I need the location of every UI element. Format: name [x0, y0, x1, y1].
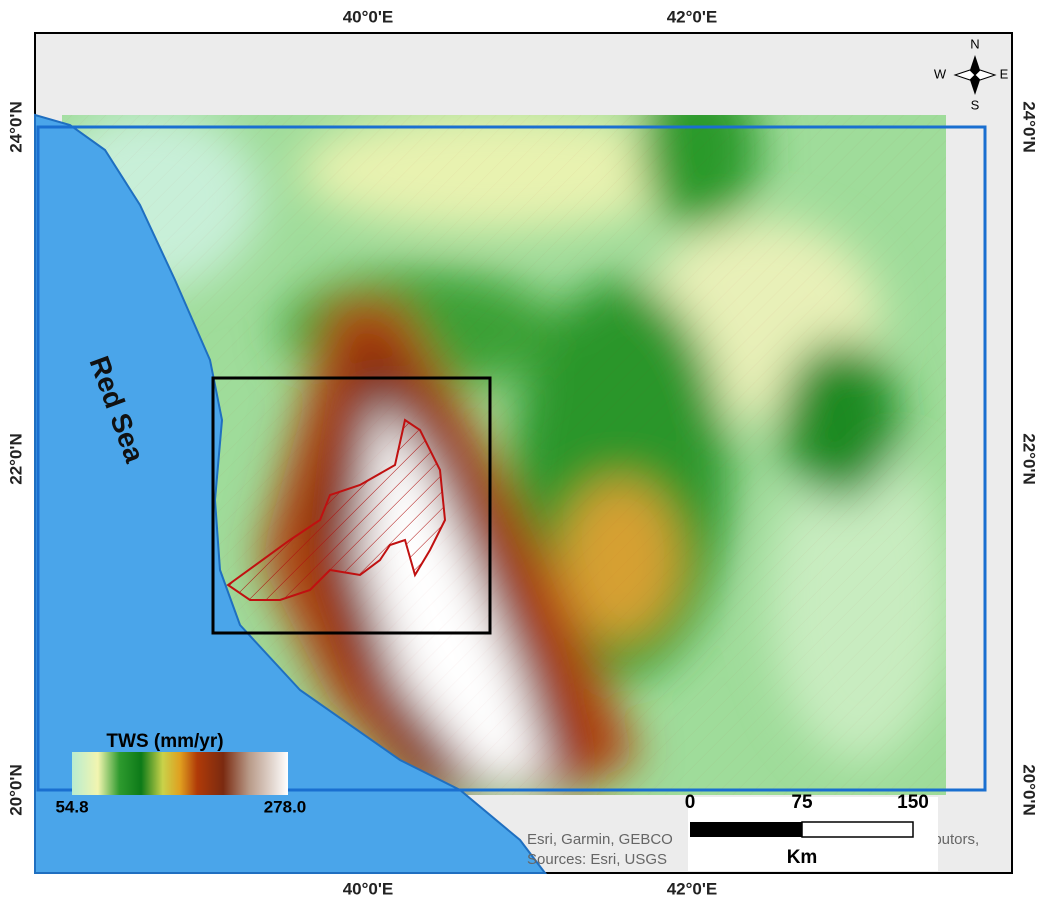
lon-label: 40°0'E: [343, 7, 394, 26]
legend-min: 54.8: [55, 797, 88, 816]
red-sea: [34, 113, 548, 874]
scale-tick: 150: [897, 792, 929, 813]
watershed: [226, 418, 447, 601]
compass-n: N: [970, 36, 979, 51]
lon-label: 42°0'E: [667, 7, 718, 26]
legend-title: TWS (mm/yr): [106, 731, 223, 752]
compass-s: S: [971, 97, 980, 112]
grace-extent: [36, 125, 987, 792]
lat-label: 24°0'N: [1020, 101, 1039, 152]
legend-max: 278.0: [264, 797, 307, 816]
compass-e: E: [1000, 66, 1009, 81]
graticule: 40°0'E 42°0'E 40°0'E 42°0'E 24°0'N 22°0'…: [6, 7, 1038, 898]
attribution-line: Sources: Esri, USGS: [527, 851, 667, 868]
attribution-line: ributors,: [925, 831, 979, 848]
lat-label: 24°0'N: [6, 101, 25, 152]
lat-label: 20°0'N: [6, 764, 25, 815]
lon-label: 40°0'E: [343, 879, 394, 898]
lat-label: 22°0'N: [1020, 433, 1039, 484]
attribution-line: Esri, Garmin, GEBCO: [527, 831, 673, 848]
legend-ramp: [72, 752, 288, 795]
compass: N E S W: [934, 36, 1009, 112]
study-area-box: [211, 376, 492, 635]
lon-label: 42°0'E: [667, 879, 718, 898]
scale-unit: Km: [787, 847, 818, 868]
scale-tick: 75: [791, 792, 813, 813]
scale-tick: 0: [685, 792, 696, 813]
attribution: Esri, Garmin, GEBCO ributors, Sources: E…: [527, 831, 979, 868]
compass-w: W: [934, 66, 947, 81]
scale-bar: 0 75 150 Km: [685, 792, 938, 871]
legend: TWS (mm/yr) 54.8 278.0: [55, 731, 307, 816]
lat-label: 22°0'N: [6, 433, 25, 484]
lat-label: 20°0'N: [1020, 764, 1039, 815]
